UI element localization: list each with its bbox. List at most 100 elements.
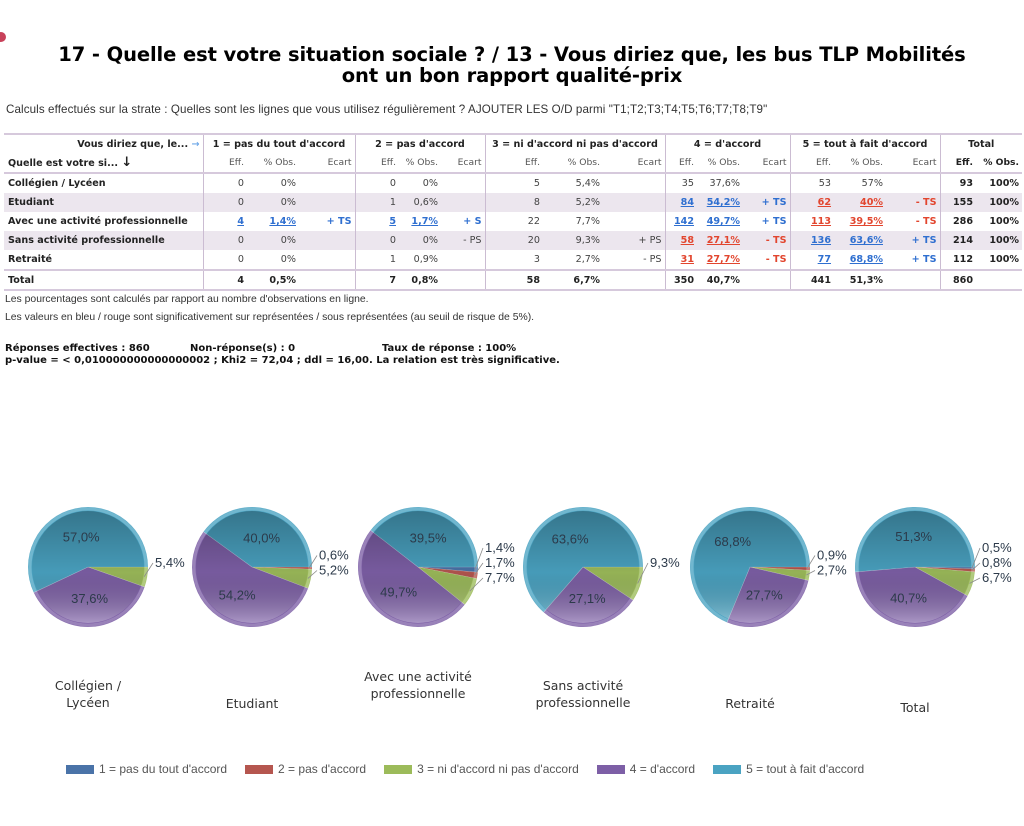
legend-label: 2 = pas d'accord	[278, 762, 367, 776]
cell-pct: 37,6%	[709, 178, 740, 189]
pie-label-leader-line	[143, 562, 154, 577]
cell-eff: 31	[664, 250, 697, 270]
cell-ecart: + TS	[761, 216, 787, 227]
pie-slice-label: 39,5%	[410, 531, 447, 546]
total-cell-eff: 441	[789, 269, 834, 291]
note-percentages: Les pourcentages sont calculés par rappo…	[5, 294, 369, 305]
notes: Les pourcentages sont calculés par rappo…	[5, 294, 534, 330]
pie-label-leader-line	[806, 570, 816, 576]
pie-rim	[28, 507, 148, 627]
pie-label-leader-line	[474, 547, 484, 570]
pie-category-label-line: Total	[900, 700, 930, 715]
cell-eff: 113	[789, 212, 834, 231]
cell-eff: 4	[202, 212, 247, 231]
subheader-pct: % Obs.	[543, 153, 603, 174]
pie-slice-label: 27,1%	[569, 591, 606, 606]
pie-category-label-line: Collégien /	[54, 678, 122, 693]
cell-ecart	[603, 173, 665, 193]
subheader-eff: Eff.	[789, 153, 834, 174]
cell-total-pct: 100%	[989, 178, 1019, 189]
table-row: Avec une activité professionnelle 4 1,4% + …	[4, 212, 1022, 231]
pie-slice-label: 5,2%	[319, 563, 349, 578]
corner-marker	[0, 32, 6, 42]
cell-total-pct: 100%	[989, 216, 1019, 227]
cell-ecart: - TS	[915, 216, 937, 227]
total-row-label: Total	[4, 269, 203, 291]
cell-pct: 0,6%	[399, 193, 441, 212]
cell-ecart	[299, 173, 355, 193]
pie-slice-label: 0,5%	[982, 540, 1012, 555]
legend-item: 3 = ni d'accord ni pas d'accord	[384, 762, 579, 776]
pie-category-label-line: Retraité	[725, 696, 775, 711]
legend-swatch-icon	[384, 764, 413, 774]
grand-total-pct	[976, 269, 1022, 291]
subheader-eff: Eff.	[354, 153, 399, 174]
cell-eff: 0	[202, 250, 247, 270]
statistics-summary: Réponses effectives : 860 Non-réponse(s) …	[5, 343, 560, 367]
pie-slice-label: 0,6%	[319, 548, 349, 563]
total-cell-ecart	[603, 269, 665, 291]
cell-ecart	[603, 212, 665, 231]
cell-total-pct: 100%	[989, 254, 1019, 265]
pie-label-leader-line	[971, 562, 981, 571]
cell-ecart: - TS	[743, 231, 790, 250]
pie-shading	[362, 511, 474, 623]
pie-slice-label: 40,7%	[890, 591, 927, 606]
cell-pct: 39,5%	[849, 216, 883, 227]
subheader-eff: Eff.	[484, 153, 543, 174]
cell-eff: 22	[484, 212, 543, 231]
cell-total-pct: 100%	[976, 193, 1022, 212]
cell-ecart	[743, 173, 790, 193]
cell-eff: 58	[664, 231, 697, 250]
total-cell-pct: 6,7%	[543, 269, 603, 291]
pie-slice-label: 51,3%	[895, 529, 932, 544]
cell-eff: 3	[484, 250, 543, 270]
cell-ecart: + TS	[326, 216, 352, 227]
pie-slice-label: 1,7%	[485, 555, 515, 570]
cell-ecart: + PS	[603, 231, 665, 250]
cell-ecart: - PS	[643, 254, 662, 265]
row-label: Retraité	[8, 254, 53, 265]
cell-pct: 9,3%	[543, 231, 603, 250]
column-group-header: 5 = tout à fait d'accord	[789, 133, 940, 153]
pie-category-label-line: Avec une activité	[364, 669, 472, 684]
cell-pct: 0%	[280, 178, 296, 189]
cell-pct: 0,9%	[413, 254, 438, 265]
pie-charts: 37,6% 57,0% 5,4% 54,2% 40,0% 0,6%5,2% 49,7% 39,…	[27, 506, 1012, 628]
column-group-header: Total	[939, 133, 1022, 153]
cell-pct: 0%	[422, 178, 438, 189]
subheader-eff: Eff.	[664, 153, 697, 174]
cell-eff: 5	[354, 212, 399, 231]
pie-category-label: Sans activité professionnelle	[508, 677, 658, 711]
pie-1: 54,2% 40,0% 0,6%5,2%	[191, 506, 349, 628]
table-row: Retraité 0 0% 1 0,9% 3 2,7% - PS 31 27,7% - TS 77 68…	[4, 250, 1022, 270]
pie-rim	[855, 507, 975, 627]
pie-slice-label: 57,0%	[63, 530, 100, 545]
pie-slice-label: 0,9%	[817, 548, 847, 563]
pie-category-label-line: Sans activité	[542, 678, 624, 693]
cell-eff: 62	[789, 193, 834, 212]
total-cell-eff: 58	[484, 269, 543, 291]
cell-ecart: - PS	[441, 231, 485, 250]
cell-total-eff: 214	[939, 231, 976, 250]
pie-slice-label: 63,6%	[552, 532, 589, 547]
subheader-pct: % Obs.	[834, 153, 886, 174]
legend-label: 3 = ni d'accord ni pas d'accord	[417, 762, 579, 776]
table-row: Collégien / Lycéen 0 0% 0 0% 5 5,4% 35 37,6% 53 57…	[4, 173, 1022, 193]
legend-label: 1 = pas du tout d'accord	[99, 762, 228, 776]
pie-5: 40,7% 51,3% 0,5%0,8%6,7%	[854, 506, 1012, 628]
title-line-2: ont un bon rapport qualité-prix	[341, 64, 683, 87]
pie-slice-label: 1,4%	[485, 540, 515, 555]
cell-eff: 84	[664, 193, 697, 212]
pie-category-label-line: Etudiant	[225, 696, 279, 711]
total-cell-ecart	[743, 269, 790, 291]
cell-pct: 1,4%	[269, 216, 296, 227]
pie-label-leader-line	[637, 562, 649, 584]
column-variable-text: Vous diriez que, le...	[77, 138, 189, 150]
pie-label-leader-line	[806, 555, 816, 569]
cell-ecart	[441, 193, 485, 212]
cell-eff: 136	[789, 231, 834, 250]
cell-eff: 5	[484, 173, 543, 193]
p-value-line: p-value = < 0,010000000000000002 ; Khi2 …	[5, 355, 560, 366]
cell-eff: 142	[664, 212, 697, 231]
